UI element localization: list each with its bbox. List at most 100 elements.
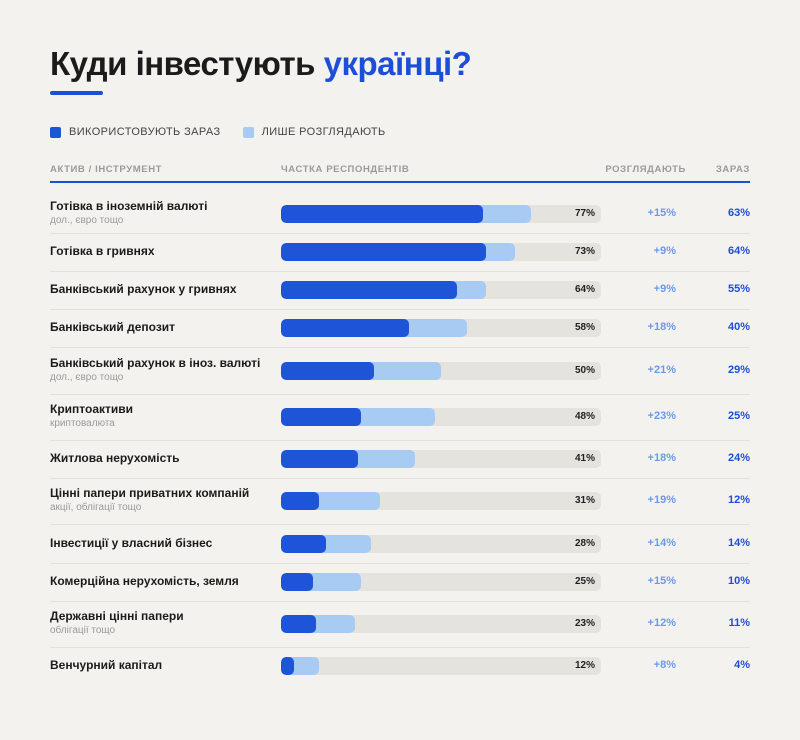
bar-track: 73% [281,243,601,261]
bar-track: 12% [281,657,601,675]
header-now: ЗАРАЗ [715,164,750,175]
consider-value: +9% [653,245,676,257]
bar-track: 50% [281,361,601,380]
bar-using-now [281,204,483,223]
bar-total-label: 12% [574,660,595,671]
bar-track: 48% [281,408,601,426]
consider-value: +14% [647,536,676,549]
row-name: Банківський депозит [50,320,176,334]
row-name: Готівка в гривнях [50,244,155,258]
row-subtitle: облігації тощо [50,625,116,636]
now-value: 4% [734,659,750,671]
table-header: АКТИВ / ІНСТРУМЕНТ ЧАСТКА РЕСПОНДЕНТІВ Р… [50,161,750,181]
page-title: Куди інвестують українці? [50,44,472,84]
consider-value: +18% [647,452,676,464]
bar-track: 64% [281,281,601,299]
legend-label-now: ВИКОРИСТОВУЮТЬ ЗАРАЗ [69,126,221,138]
title-main: Куди інвестують [50,45,324,82]
consider-value: +15% [647,206,676,219]
legend: ВИКОРИСТОВУЮТЬ ЗАРАЗ ЛИШЕ РОЗГЛЯДАЮТЬ [50,126,408,138]
row-label: Інвестиції у власний бізнес [50,536,212,550]
header-consider: РОЗГЛЯДАЮТЬ [605,164,686,175]
row-label: Державні цінні папери облігації тощо [50,609,184,636]
row-subtitle: акції, облігації тощо [50,502,142,513]
legend-swatch-now [50,126,61,138]
header-asset: АКТИВ / ІНСТРУМЕНТ [50,164,163,175]
bar-using-now [281,657,294,675]
consider-value: +18% [647,321,676,333]
chart-row: Венчурний капітал 12% +8% 4% [50,647,750,685]
row-label: Готівка в іноземній валюті дол., євро тощ… [50,199,207,226]
consider-value: +15% [647,575,676,587]
row-label: Банківський депозит [50,320,175,334]
chart-row: Криптоактиви криптовалюта 48% +23% 25% [50,394,750,441]
bar-using-now [281,450,358,468]
now-value: 40% [727,321,750,333]
chart-row: Інвестиції у власний бізнес 28% +14% 14% [50,524,750,564]
legend-swatch-consider [242,126,254,138]
chart-row: Державні цінні папери облігації тощо 23% +1… [50,601,750,648]
bar-total-label: 77% [574,207,595,219]
bar-total-label: 31% [574,495,595,506]
consider-value: +23% [647,410,676,422]
row-name: Готівка в іноземній валюті [50,198,208,213]
row-name: Венчурний капітал [50,658,163,672]
bar-using-now [281,319,409,337]
now-value: 11% [728,617,750,629]
row-label: Банківський рахунок у гривнях [50,282,237,296]
bar-total-label: 58% [574,322,595,333]
row-label: Венчурний капітал [50,658,162,672]
bar-total-label: 25% [574,576,595,587]
bar-track: 77% [281,204,601,223]
now-value: 29% [727,363,750,376]
legend-item-consider: ЛИШЕ РОЗГЛЯДАЮТЬ [242,126,386,138]
row-name: Банківський рахунок у гривнях [50,282,237,296]
row-label: Готівка в гривнях [50,244,155,258]
bar-track: 58% [281,319,601,337]
row-subtitle: дол., євро тощо [50,214,124,226]
bar-using-now [281,408,361,426]
row-label: Комерційна нерухомість, земля [50,574,239,588]
consider-value: +21% [647,363,676,376]
row-name: Криптоактиви [50,402,134,416]
bar-using-now [281,615,317,633]
consider-value: +19% [647,494,676,506]
row-name: Інвестиції у власний бізнес [50,535,213,550]
title-accent: українці? [323,45,472,82]
row-subtitle: дол., євро тощо [50,371,124,383]
row-name: Комерційна нерухомість, земля [50,574,239,588]
bar-using-now [281,243,486,261]
chart-row: Готівка в іноземній валюті дол., євро тощ… [50,194,750,234]
chart-row: Комерційна нерухомість, земля 25% +15% 10% [50,563,750,602]
bar-track: 41% [281,450,601,468]
bar-using-now [281,361,374,380]
header-rule [50,181,750,183]
row-name: Житлова нерухомість [50,451,180,465]
now-value: 12% [727,494,750,506]
bar-total-label: 41% [574,453,595,464]
row-label: Цінні папери приватних компаній акції, об… [50,486,249,513]
row-name: Банківський рахунок в іноз. валюті [50,355,261,370]
consider-value: +9% [653,283,676,295]
now-value: 55% [727,283,750,295]
now-value: 10% [727,575,750,587]
now-value: 63% [727,206,750,219]
bar-total-label: 73% [574,246,595,257]
consider-value: +8% [653,659,676,671]
consider-value: +12% [647,617,676,629]
bar-total-label: 23% [574,618,595,629]
bar-track: 28% [281,534,601,553]
row-label: Криптоактиви криптовалюта [50,402,133,429]
row-name: Державні цінні папери [50,609,184,623]
chart-row: Банківський рахунок в іноз. валюті дол., … [50,347,750,395]
bar-total-label: 50% [574,364,595,376]
bar-track: 25% [281,573,601,591]
bar-using-now [281,281,457,299]
now-value: 25% [727,410,750,422]
chart-row: Житлова нерухомість 41% +18% 24% [50,440,750,479]
bar-total-label: 48% [574,411,595,422]
header-share: ЧАСТКА РЕСПОНДЕНТІВ [281,164,410,175]
chart-row: Готівка в гривнях 73% +9% 64% [50,233,750,272]
bar-total-label: 28% [574,537,595,549]
row-name: Цінні папери приватних компаній [50,486,250,500]
